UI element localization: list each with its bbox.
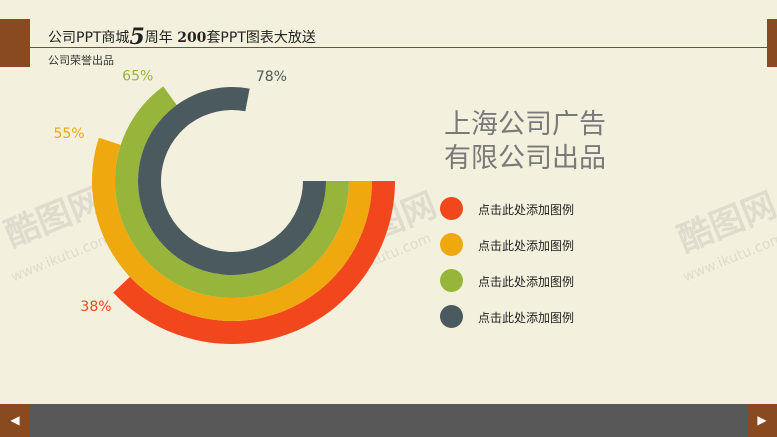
legend-label: 点击此处添加图例: [478, 239, 575, 253]
main-title-line-1: 上海公司广告: [444, 109, 606, 140]
title-part-1: 公司PPT商城: [48, 30, 130, 46]
title-big-number: 5: [129, 24, 145, 50]
next-slide-button[interactable]: ▶: [747, 404, 777, 437]
radial-bar-0: [113, 181, 396, 344]
legend-label: 点击此处添加图例: [478, 311, 575, 325]
legend-label: 点击此处添加图例: [478, 275, 575, 289]
arrow-left-icon: ◀: [10, 413, 20, 427]
legend-dot-green: [440, 269, 463, 292]
arrow-right-icon: ▶: [757, 413, 767, 427]
legend-dot-red: [440, 197, 463, 220]
legend-label: 点击此处添加图例: [478, 203, 575, 217]
footer-bar: [0, 404, 777, 437]
main-title: 上海公司广告 有限公司出品: [444, 108, 606, 176]
title-part-2: 周年: [144, 30, 178, 46]
radial-bar-3: [138, 87, 326, 275]
page-title: 公司PPT商城5周年 200套PPT图表大放送: [48, 24, 316, 50]
title-part-3: 套PPT图表大放送: [206, 30, 316, 46]
legend-dot-orange: [440, 233, 463, 256]
value-label-1: 55%: [53, 126, 84, 142]
legend-dot-slate: [440, 305, 463, 328]
value-label-0: 38%: [80, 299, 111, 315]
header-accent-block-left: [0, 19, 30, 67]
prev-slide-button[interactable]: ◀: [0, 404, 30, 437]
header-divider: [30, 47, 767, 48]
value-label-2: 65%: [122, 69, 153, 85]
main-title-line-2: 有限公司出品: [444, 143, 606, 174]
header-accent-block-right: [767, 19, 777, 67]
radial-bar-1: [92, 137, 372, 322]
value-label-3: 78%: [256, 69, 287, 85]
title-number: 200: [177, 30, 207, 46]
page-subtitle: 公司荣誉出品: [48, 54, 114, 67]
